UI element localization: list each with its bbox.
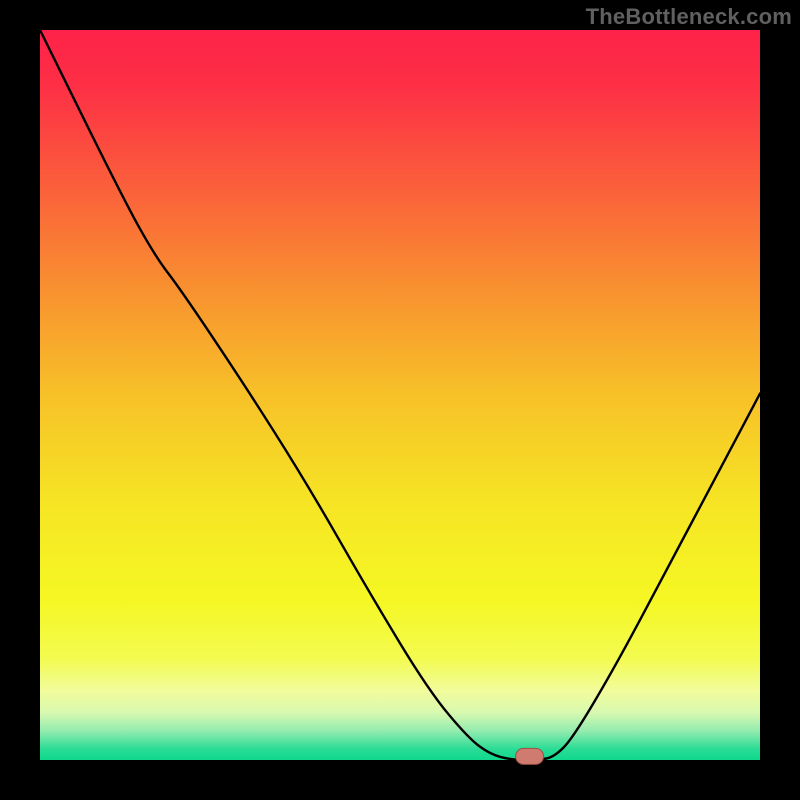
plot-background xyxy=(40,30,760,760)
optimal-point-marker xyxy=(516,748,544,764)
watermark-text: TheBottleneck.com xyxy=(586,4,792,30)
chart-root: TheBottleneck.com xyxy=(0,0,800,800)
bottleneck-chart xyxy=(0,0,800,800)
